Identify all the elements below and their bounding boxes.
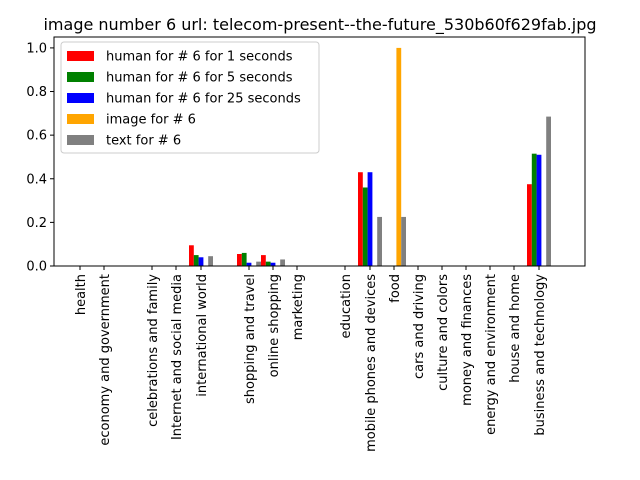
legend-label: human for # 6 for 25 seconds [106, 92, 301, 107]
x-tick-label: energy and environment [484, 274, 499, 435]
bar [358, 172, 363, 266]
x-tick-label: education [339, 274, 354, 339]
y-tick-label: 0.2 [26, 216, 47, 231]
bar [265, 261, 271, 266]
bar [208, 256, 213, 266]
bar [401, 216, 406, 266]
bar [256, 261, 261, 266]
x-tick-label: marketing [291, 274, 306, 340]
y-axis: 0.0 0.2 0.4 0.6 0.8 1.0 [26, 41, 54, 275]
bar [246, 262, 252, 266]
bar [396, 47, 402, 267]
axes-frame [53, 36, 586, 267]
bar [261, 255, 266, 266]
x-tick-label: food [388, 274, 403, 303]
x-tick-label: house and home [508, 274, 523, 383]
y-tick-label: 1.0 [26, 41, 47, 56]
chart-title: image number 6 url: telecom-present--the… [43, 15, 596, 35]
x-tick-label: money and finances [460, 274, 475, 406]
legend-label: human for # 6 for 5 seconds [106, 71, 293, 86]
x-tick-label: celebrations and family [146, 274, 161, 427]
bar [189, 245, 194, 266]
x-tick-label: business and technology [533, 274, 548, 436]
legend-swatch [67, 114, 94, 124]
x-tick-label: shopping and travel [243, 274, 258, 404]
legend-swatch [67, 72, 94, 82]
x-tick-label: economy and government [98, 274, 113, 446]
bar [531, 153, 537, 266]
bar [362, 187, 368, 266]
bar [193, 255, 199, 266]
legend-label: image for # 6 [106, 113, 196, 128]
legend-swatch [67, 135, 94, 145]
bar [237, 254, 242, 266]
legend-box [60, 41, 320, 154]
legend-swatch [67, 93, 94, 103]
x-tick-label: cars and driving [412, 274, 427, 379]
y-tick-label: 0.0 [26, 260, 47, 275]
x-tick-label: online shopping [267, 274, 282, 377]
y-tick-label: 0.4 [26, 172, 47, 187]
legend: human for # 6 for 1 seconds human for # 6… [60, 41, 320, 154]
bar [367, 172, 373, 266]
y-tick-label: 0.8 [26, 85, 47, 100]
legend-label: text for # 6 [106, 134, 181, 149]
y-tick-label: 0.6 [26, 129, 47, 144]
x-tick-label: health [74, 274, 89, 315]
x-tick-label: mobile phones and devices [364, 274, 379, 452]
bar [280, 259, 285, 266]
bar [241, 252, 247, 266]
bar [536, 154, 542, 266]
x-axis: health economy and government celebrations… [74, 266, 548, 452]
bar [546, 116, 551, 266]
bars-layer [189, 47, 551, 267]
x-tick-label: culture and colors [436, 274, 451, 391]
bar [198, 257, 204, 266]
legend-label: human for # 6 for 1 seconds [106, 50, 293, 65]
legend-swatch [67, 51, 94, 61]
x-tick-label: international world [195, 274, 210, 397]
x-tick-label: Internet and social media [170, 274, 185, 440]
bar [377, 216, 382, 266]
bar [527, 184, 532, 266]
bar [270, 262, 276, 266]
